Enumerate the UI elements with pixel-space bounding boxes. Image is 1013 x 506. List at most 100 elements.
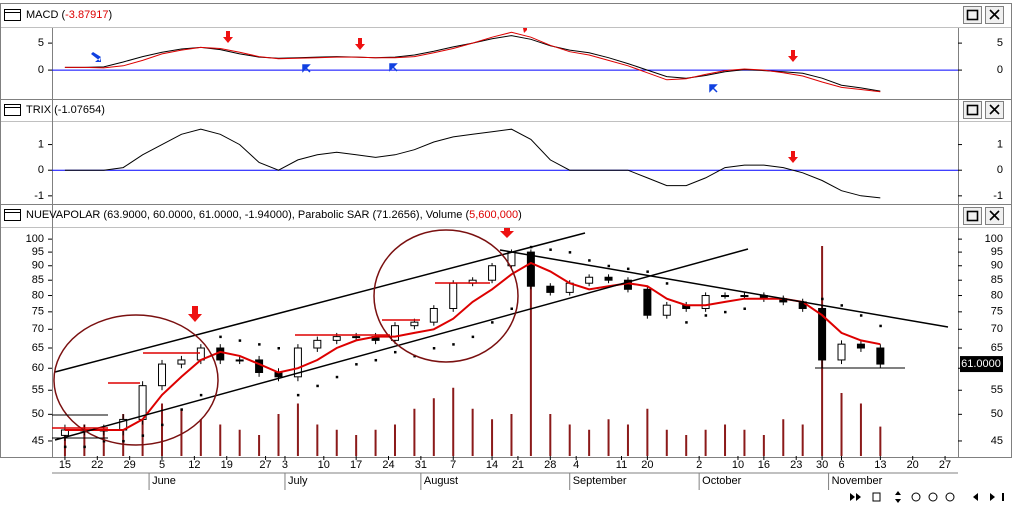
price-tag-box [960, 356, 1003, 373]
x-tick-label: 14 [486, 459, 498, 471]
moving-average [64, 261, 881, 431]
y-tick-label: 45 [991, 435, 1003, 447]
plots: 0055-1-100114545505055556060656570707575… [26, 31, 1003, 490]
sar-dot [607, 264, 611, 268]
x-tick-label: 15 [59, 459, 71, 471]
volume-bar [219, 424, 222, 456]
volume-bar [665, 429, 668, 456]
header-title: MACD ( [26, 9, 65, 21]
blue-arrows [91, 52, 718, 93]
macd-header: MACD (-3.87917) [26, 9, 112, 21]
x-tick-label: 13 [874, 459, 886, 471]
sar-dot [840, 304, 844, 307]
candle-body [837, 343, 846, 361]
candle-body [721, 295, 730, 298]
sar-dot [258, 343, 261, 346]
toolbar[interactable] [850, 491, 1004, 503]
volume-bar [762, 435, 765, 456]
candle-body [488, 265, 497, 281]
sar-dot [491, 321, 494, 324]
sar-dot [704, 314, 708, 317]
candle-body [390, 325, 399, 341]
x-tick-label: 27 [259, 459, 271, 471]
candle-body [352, 336, 361, 339]
y-tick-label: 65 [32, 342, 44, 354]
y-tick-label: 75 [32, 306, 44, 318]
x-tick-label: 20 [907, 459, 919, 471]
volume-bar [549, 414, 552, 456]
sar-dot [646, 270, 649, 273]
month-label: September [573, 475, 627, 487]
sar-dot [122, 439, 125, 443]
y-tick-label: 55 [32, 384, 44, 396]
y-tick-label: 65 [991, 342, 1003, 354]
volume-bar [607, 419, 610, 456]
y-tick-label: 95 [991, 246, 1003, 258]
candle-body [740, 295, 749, 298]
sar-dot [316, 384, 319, 388]
candle-body [876, 347, 885, 365]
sar-dot [568, 251, 572, 254]
sar-dot [161, 423, 164, 427]
y-tick-label: 70 [991, 323, 1003, 335]
month-label: June [152, 475, 176, 487]
header-reading: 5,600,000 [469, 209, 518, 221]
annotations [52, 229, 949, 446]
volume-bar [296, 403, 299, 456]
sar-dot [63, 445, 67, 449]
candle-body [332, 336, 341, 341]
x-tick-label: 19 [221, 459, 233, 471]
volume-bar [859, 403, 862, 456]
x-tick-label: 28 [544, 459, 556, 471]
y-tick-label: 70 [32, 323, 44, 335]
sar-dot [471, 335, 475, 339]
sar-dot [199, 393, 203, 397]
volume-bar [782, 419, 785, 456]
x-tick-label: 7 [450, 459, 456, 471]
x-tick-label: 10 [318, 459, 330, 471]
sar-dot [277, 347, 280, 350]
volume-bar [704, 429, 707, 456]
header-title: NUEVAPOLAR (63.9000, 60.0000, 61.0000, -… [26, 209, 469, 221]
volume-bar [83, 424, 86, 456]
x-tick-label: 12 [188, 459, 200, 471]
x-tick-label: 22 [91, 459, 103, 471]
volume-bar [63, 435, 66, 456]
series-line [64, 31, 881, 93]
candle-body [177, 359, 186, 365]
sar-dot [219, 335, 222, 339]
sar-dot [238, 339, 242, 342]
series-line [64, 128, 881, 199]
candle-body [449, 282, 458, 309]
sar-dot [374, 358, 378, 362]
window-button-icons [966, 9, 1000, 222]
volume-bar [355, 435, 358, 456]
sar-dot [510, 307, 513, 310]
trix-pane [0, 99, 1012, 205]
y-tick-label: 5 [997, 37, 1003, 49]
volume-bar [724, 424, 727, 456]
volume-bar [588, 429, 591, 456]
x-tick-label: 24 [382, 459, 394, 471]
red-arrows [188, 28, 798, 322]
candle-body [662, 304, 671, 316]
price-pane [0, 204, 1012, 458]
sar-dot [588, 259, 591, 262]
x-tick-label: 11 [616, 459, 627, 471]
y-tick-label: 95 [32, 246, 44, 258]
volume-bar [180, 408, 183, 456]
x-tick-label: 5 [159, 459, 165, 471]
x-tick-label: 27 [939, 459, 951, 471]
candle-body [158, 363, 167, 387]
x-tick-label: 16 [758, 459, 770, 471]
candle-body [526, 251, 535, 287]
candle-body [604, 276, 613, 281]
header-end: ) [518, 209, 522, 221]
volume-bar [199, 419, 202, 456]
y-tick-label: -1 [34, 190, 44, 202]
x-tick-label: 10 [732, 459, 744, 471]
x-tick-label: 2 [696, 459, 702, 471]
sar-dot [626, 267, 630, 271]
volume-bar [102, 429, 105, 456]
price-header: NUEVAPOLAR (63.9000, 60.0000, 61.0000, -… [26, 209, 522, 221]
